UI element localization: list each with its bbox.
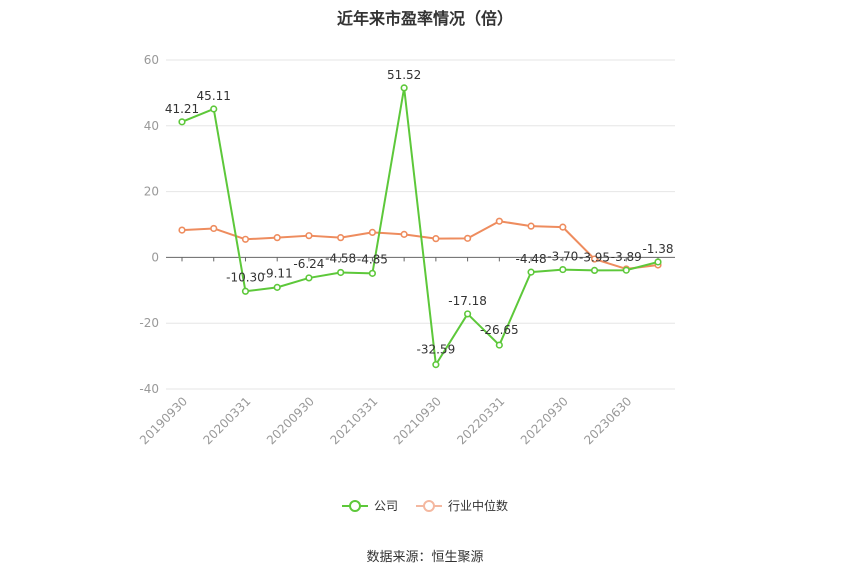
industry-point xyxy=(337,234,345,242)
y-tick-label: -20 xyxy=(139,316,159,330)
x-tick-label: 20220930 xyxy=(518,394,571,447)
industry-point xyxy=(273,234,281,242)
industry-point xyxy=(590,255,599,263)
legend-industry-label: 行业中位数 xyxy=(448,499,509,513)
legend-item-company[interactable]: 公司 xyxy=(341,497,398,514)
company-line xyxy=(181,86,659,366)
data-label: -9.11 xyxy=(262,266,293,280)
industry-point xyxy=(178,226,186,234)
company-point xyxy=(559,265,567,274)
x-tick-label: 20220331 xyxy=(454,394,507,447)
x-tick-label: 20190930 xyxy=(137,394,190,447)
industry-point xyxy=(400,230,408,238)
company-point xyxy=(368,269,377,277)
company-point xyxy=(273,283,281,291)
industry-point xyxy=(432,235,440,243)
data-label: -6.24 xyxy=(293,257,324,271)
company-point xyxy=(305,274,313,282)
data-label: -1.38 xyxy=(642,242,673,256)
industry-point xyxy=(495,217,503,225)
y-tick-label: 60 xyxy=(144,53,159,67)
data-label: -4.85 xyxy=(357,252,388,266)
company-point xyxy=(210,105,218,113)
y-tick-label: 20 xyxy=(144,185,159,199)
company-point xyxy=(241,287,250,295)
chart-title: 近年来市盈率情况（倍） xyxy=(336,9,513,28)
data-label: 45.11 xyxy=(197,89,231,103)
x-tick-label: 20210331 xyxy=(327,394,380,447)
industry-point xyxy=(210,224,218,233)
company-point xyxy=(654,258,662,266)
industry-point xyxy=(527,222,535,230)
legend-item-industry[interactable]: 行业中位数 xyxy=(416,497,508,514)
y-tick-label: 40 xyxy=(144,119,159,133)
legend: 公司 行业中位数 xyxy=(0,497,850,514)
x-tick-label: 20230630 xyxy=(581,394,634,447)
y-tick-label: -40 xyxy=(139,382,159,396)
source-note: 数据来源：恒生聚源 xyxy=(366,550,484,565)
company-point xyxy=(337,268,345,277)
data-label: -4.48 xyxy=(516,252,547,266)
data-label: -32.59 xyxy=(417,343,456,357)
data-label: 51.52 xyxy=(387,68,421,82)
industry-point xyxy=(305,232,313,240)
data-label: -3.70 xyxy=(547,250,578,264)
industry-point xyxy=(464,234,472,242)
legend-company-label: 公司 xyxy=(373,499,398,513)
x-tick-label: 20200930 xyxy=(264,394,317,447)
data-label: -4.58 xyxy=(325,251,356,265)
company-point xyxy=(400,84,408,92)
data-label: -3.89 xyxy=(611,250,642,264)
data-label: -10.30 xyxy=(226,270,265,284)
data-label: -17.18 xyxy=(448,294,487,308)
data-label: -3.95 xyxy=(579,250,610,264)
company-point xyxy=(432,361,440,369)
company-point xyxy=(527,268,535,276)
company-point xyxy=(590,266,599,274)
industry-line xyxy=(181,220,659,270)
data-label: 41.21 xyxy=(165,102,199,116)
y-tick-label: 0 xyxy=(151,250,159,264)
x-tick-label: 20200331 xyxy=(200,394,253,447)
legend-industry-marker xyxy=(416,499,442,513)
industry-point xyxy=(241,235,250,243)
company-point xyxy=(622,266,630,274)
industry-point xyxy=(368,228,377,236)
x-tick-label: 20210930 xyxy=(391,394,444,447)
company-point xyxy=(464,310,472,318)
legend-company-marker xyxy=(341,499,368,513)
company-point xyxy=(178,118,186,126)
data-label: -26.65 xyxy=(480,323,519,337)
industry-point xyxy=(559,223,567,231)
company-point xyxy=(495,341,503,349)
